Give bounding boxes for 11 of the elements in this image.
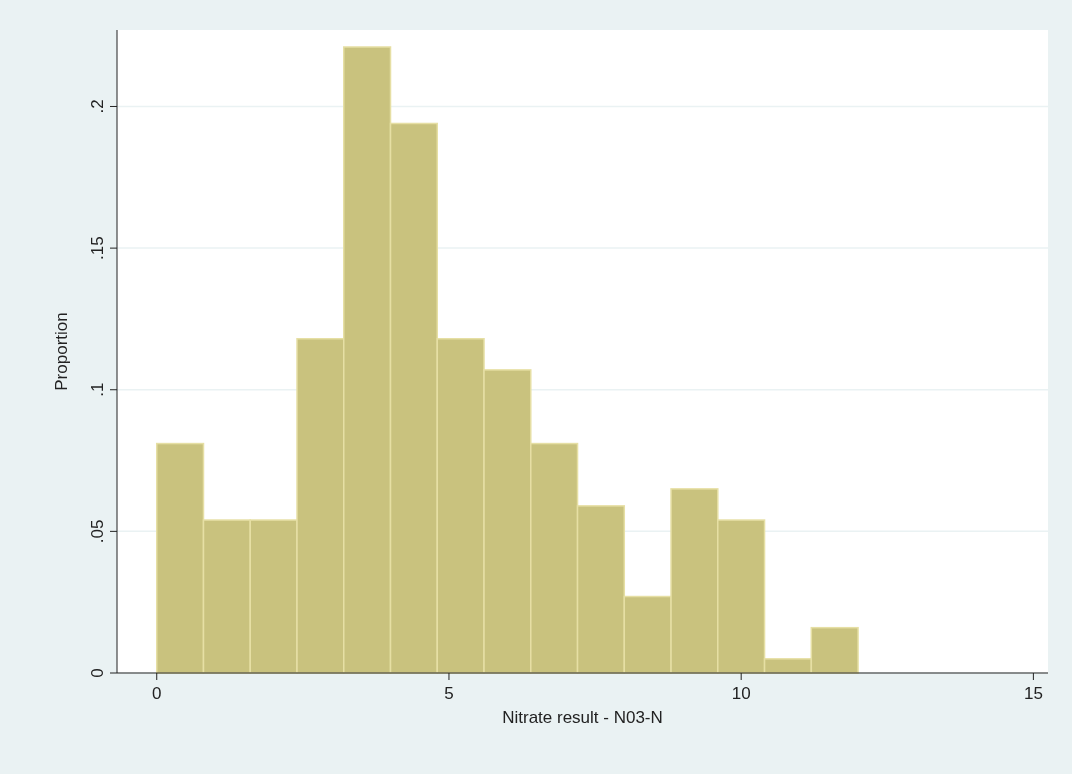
x-axis-title: Nitrate result - N03-N bbox=[502, 708, 663, 727]
x-tick-label: 15 bbox=[1023, 684, 1043, 703]
y-tick-label: .15 bbox=[88, 236, 107, 260]
x-tick-label: 0 bbox=[152, 684, 162, 703]
x-tick-label: 10 bbox=[731, 684, 751, 703]
y-axis-title: Proportion bbox=[52, 312, 71, 391]
y-tick-label: .05 bbox=[88, 519, 107, 544]
y-tick-label: .2 bbox=[88, 99, 107, 114]
x-tick-label: 5 bbox=[444, 684, 454, 703]
y-tick-label: 0 bbox=[88, 668, 107, 678]
y-tick-label: .1 bbox=[88, 382, 107, 397]
